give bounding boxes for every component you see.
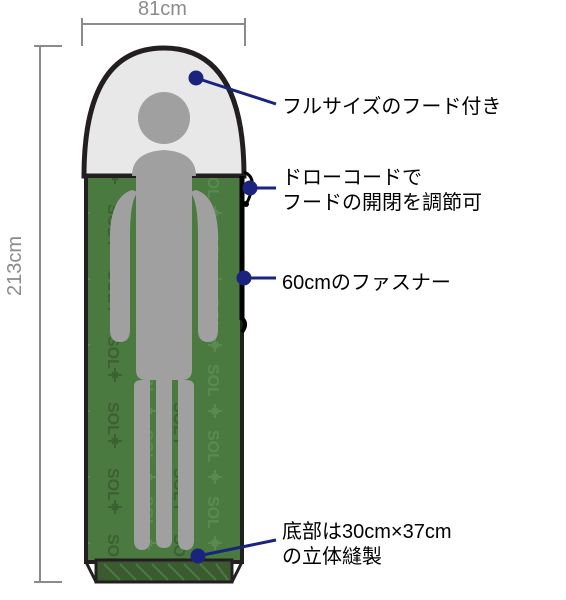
hood-callout-label: フルサイズのフード付き: [282, 90, 501, 119]
width-dimension-label: 81cm: [138, 0, 187, 21]
drawcord-callout-line2: フードの開閉を調節可: [282, 191, 482, 216]
drawcord-callout-line1: ドローコードで: [282, 166, 482, 191]
zipper-callout-label: 60cmのファスナー: [282, 266, 451, 295]
bottom-band: [86, 560, 242, 582]
bottom-callout-line1: 底部は30cm×37cm: [282, 520, 452, 545]
left-dimension: [34, 46, 62, 582]
zipper: [242, 176, 245, 332]
bottom-callout-line2: の立体縫製: [282, 545, 452, 570]
top-dimension: [82, 18, 245, 46]
height-dimension-label: 213cm: [4, 236, 27, 296]
